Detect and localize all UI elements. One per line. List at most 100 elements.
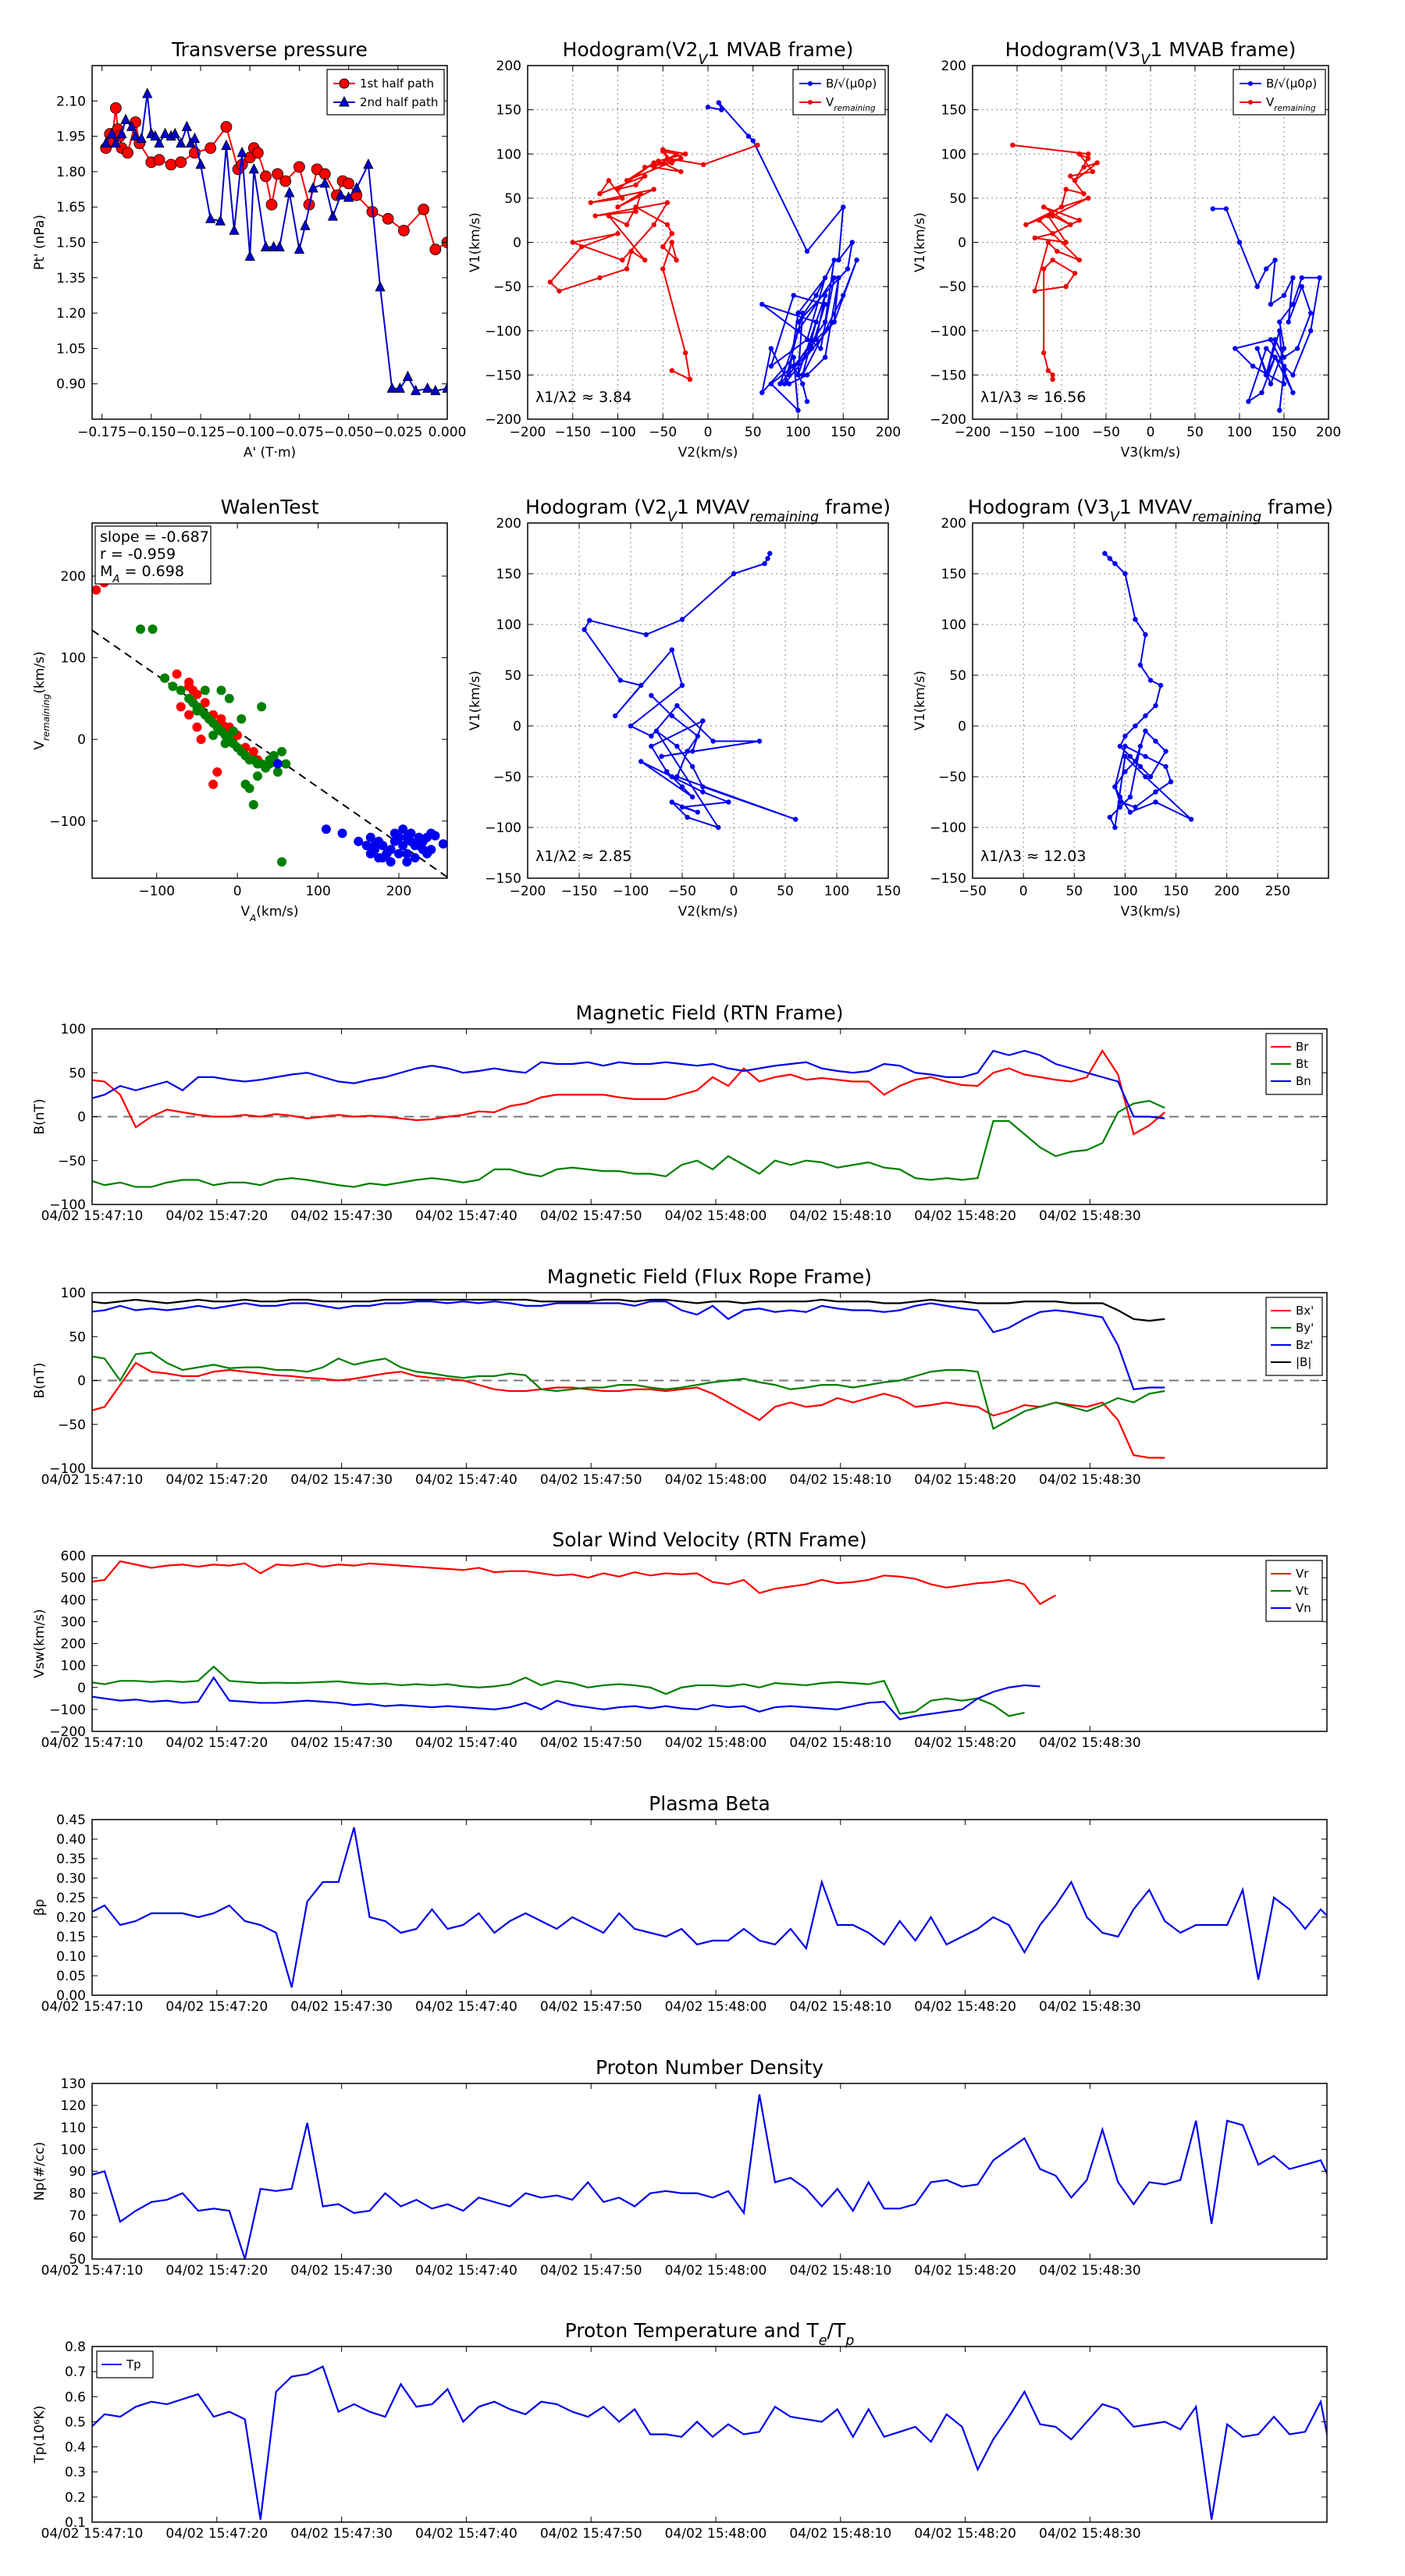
legend-label: Vremaining (1266, 95, 1316, 113)
chart-title: Transverse pressure (171, 38, 368, 61)
x-tick-label: 0 (1019, 884, 1028, 899)
chart-title: Solar Wind Velocity (RTN Frame) (552, 1528, 866, 1551)
data-point (1188, 817, 1194, 822)
y-tick-label: −50 (493, 770, 521, 785)
data-point (685, 814, 690, 820)
data-point (1072, 178, 1078, 183)
data-point (442, 382, 447, 393)
data-point (1210, 206, 1216, 212)
x-tick-label: −0.175 (77, 425, 126, 440)
y-tick-label: 200 (941, 516, 966, 532)
x-tick-label: 100 (785, 425, 810, 440)
y-tick-label: 1.05 (56, 341, 86, 357)
data-point (1232, 346, 1238, 351)
series-line-Br (92, 1049, 1165, 1136)
y-axis-label: Pt' (nPa) (32, 215, 48, 270)
data-point (624, 178, 630, 183)
y-tick-label: 130 (61, 2076, 86, 2092)
y-axis-label: Tp(10⁶K) (32, 2405, 48, 2464)
data-point (393, 849, 404, 859)
x-tick-label: 0 (1147, 425, 1155, 440)
series-line-By' (92, 1351, 1165, 1431)
data-point (192, 722, 202, 732)
data-point (410, 384, 422, 396)
plot-area (92, 2094, 1327, 2259)
x-tick-label: 04/02 15:48:10 (789, 1208, 891, 1224)
data-point (642, 257, 648, 263)
data-point (633, 182, 638, 188)
legend-label: By' (1296, 1321, 1314, 1335)
data-point (1143, 713, 1148, 719)
data-point (1290, 390, 1296, 396)
data-point (181, 120, 192, 131)
data-point (430, 831, 440, 841)
y-axis-label: B(nT) (32, 1362, 48, 1398)
data-point (804, 248, 810, 254)
data-point (402, 849, 412, 859)
series-line-0 (583, 553, 796, 829)
data-point (606, 178, 612, 183)
data-point (110, 137, 121, 148)
y-tick-label: 120 (61, 2098, 86, 2114)
data-point (1117, 804, 1123, 810)
legend-box (326, 69, 445, 116)
x-tick-label: −50 (649, 425, 677, 440)
x-tick-label: −150 (554, 425, 591, 440)
data-point (398, 824, 408, 834)
x-tick-label: 200 (876, 425, 901, 440)
x-tick-label: −200 (510, 425, 546, 440)
y-tick-label: 0.10 (56, 1949, 86, 1965)
plot-area (92, 578, 447, 867)
data-point (279, 175, 292, 187)
eigenvalue-ratio: λ1/λ3 ≈ 16.56 (980, 389, 1086, 406)
y-tick-label: 0.5 (65, 2414, 86, 2430)
plot-area (547, 100, 859, 413)
data-point (822, 301, 828, 307)
data-point (795, 310, 801, 316)
data-point (615, 230, 621, 237)
legend-swatch (808, 81, 813, 86)
y-tick-label: 0.30 (56, 1871, 86, 1887)
data-point (192, 689, 202, 699)
y-tick-label: 60 (69, 2230, 86, 2246)
data-point (1068, 173, 1073, 179)
x-tick-label: −50 (668, 884, 696, 899)
data-point (1127, 809, 1133, 815)
data-point (208, 730, 219, 740)
x-tick-label: 150 (1272, 425, 1297, 440)
data-point (1158, 682, 1164, 688)
x-axis-label: V3(km/s) (1121, 445, 1181, 461)
data-point (849, 240, 855, 245)
data-point (687, 376, 693, 382)
data-point (1081, 191, 1087, 197)
data-point (1068, 222, 1073, 228)
data-point (189, 132, 201, 144)
series-line-Bn (92, 1049, 1165, 1119)
data-point (1294, 346, 1300, 351)
data-point (767, 550, 773, 557)
data-point (418, 203, 430, 215)
data-point (1286, 319, 1291, 325)
data-point (756, 738, 763, 744)
y-tick-label: 1.50 (56, 236, 86, 251)
y-tick-label: 0.2 (65, 2490, 86, 2506)
data-point (669, 799, 674, 805)
y-tick-label: −100 (49, 1703, 86, 1718)
data-point (382, 849, 392, 859)
data-point (1058, 205, 1065, 210)
legend-label: Bt (1296, 1057, 1308, 1071)
data-point (1107, 556, 1113, 561)
data-point (205, 142, 217, 155)
data-point (1281, 368, 1287, 373)
x-tick-label: −100 (138, 884, 175, 899)
data-point (804, 372, 810, 378)
x-tick-label: 04/02 15:47:20 (165, 1735, 268, 1751)
x-tick-label: 04/02 15:47:30 (290, 1472, 393, 1488)
x-tick-label: 04/02 15:48:10 (789, 1735, 891, 1751)
x-tick-label: 0 (233, 884, 242, 899)
data-point (272, 767, 283, 777)
series-line-0 (1212, 208, 1321, 411)
legend-label: Vr (1296, 1567, 1309, 1581)
data-point (175, 156, 187, 169)
data-point (414, 841, 424, 851)
